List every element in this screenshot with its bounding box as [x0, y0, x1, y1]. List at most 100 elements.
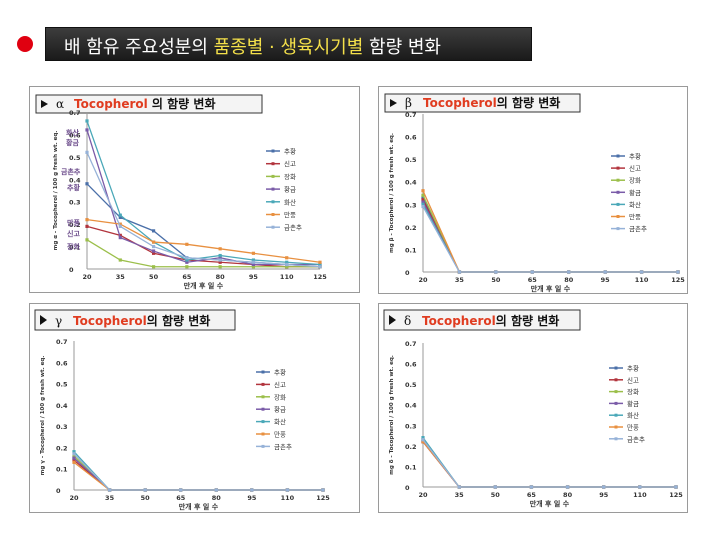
x-tick-label: 20	[82, 273, 92, 281]
y-tick-label: 0.7	[405, 111, 417, 119]
series-line-신고	[422, 441, 676, 488]
data-point	[565, 485, 570, 489]
x-tick-label: 50	[491, 276, 501, 284]
legend-marker	[261, 407, 265, 411]
data-point	[151, 249, 156, 253]
y-tick-label: 0.2	[405, 443, 417, 451]
data-point	[567, 270, 571, 274]
data-point	[602, 485, 606, 489]
data-point	[421, 440, 425, 444]
data-point	[85, 238, 89, 242]
data-point	[85, 224, 89, 228]
chart-title-rest: 의 함량 변화	[148, 96, 216, 111]
data-point	[143, 488, 147, 492]
y-tick-label: 0.1	[405, 246, 417, 254]
data-point	[638, 485, 642, 489]
data-point	[421, 195, 425, 200]
data-point	[185, 265, 189, 269]
legend-label: 신고	[274, 380, 286, 389]
chart-panel-delta: δ Tocopherol의 함량 변화 0 0.1 0.2 0.3 0.4 0.5 0.6 0.7…	[378, 303, 688, 513]
data-point	[151, 244, 156, 249]
data-point	[457, 485, 461, 489]
x-axis-label: 만개 후 일 수	[184, 281, 224, 290]
x-tick-label: 125	[671, 276, 685, 284]
y-tick-label: 0.5	[405, 381, 417, 389]
x-tick-label: 35	[455, 491, 465, 499]
x-tick-label: 35	[105, 494, 115, 502]
data-point	[493, 485, 497, 489]
data-point	[151, 265, 156, 269]
data-point	[218, 256, 222, 260]
data-point	[72, 460, 76, 464]
legend-marker	[616, 202, 620, 206]
data-point	[421, 438, 425, 442]
data-point	[214, 488, 218, 492]
y-axis-label: mg γ - Tocopherol / 100 g fresh wt. eq.	[40, 356, 46, 476]
y-tick-label: 0.4	[56, 402, 68, 410]
x-tick-label: 50	[141, 494, 151, 502]
data-point	[118, 236, 122, 240]
y-tick-label: 0.2	[69, 221, 81, 229]
y-tick-label: 0.4	[405, 402, 417, 410]
chart-title-greek: α	[56, 97, 64, 111]
legend-label: 장화	[274, 392, 286, 401]
data-point	[85, 119, 89, 123]
data-point	[285, 262, 289, 267]
legend-marker	[271, 225, 275, 229]
legend-label: 추황	[274, 368, 286, 377]
chart-title-greek: δ	[404, 314, 411, 328]
data-point	[118, 233, 122, 237]
chart-title-box	[383, 309, 581, 331]
chart-title-rest: 의 함량 변화	[497, 95, 561, 110]
data-point	[318, 262, 322, 267]
data-point	[85, 128, 89, 132]
y-tick-label: 0.6	[69, 131, 81, 139]
legend-marker	[616, 166, 620, 170]
y-tick-label: 0.5	[405, 156, 417, 164]
y-tick-label: 0.6	[405, 361, 417, 369]
x-axis-label: 만개 후 일 수	[531, 284, 571, 293]
series-line-만풍	[422, 441, 676, 488]
legend-label: 금촌추	[629, 224, 647, 233]
x-tick-label: 65	[176, 494, 186, 502]
play-icon	[40, 315, 47, 325]
y-axis-label: mg α - Tocopherol / 100 g fresh wt. eq.	[53, 131, 59, 251]
data-point	[85, 182, 89, 186]
legend-marker	[271, 149, 275, 153]
data-point	[251, 260, 256, 264]
legend-label: 추황	[629, 152, 641, 161]
legend-label: 추황	[627, 364, 639, 373]
series-line-황금	[73, 457, 323, 491]
data-point	[118, 258, 122, 262]
x-axis-label: 만개 후 일 수	[179, 502, 219, 511]
title-prefix: 배 함유 주요성분의	[64, 37, 214, 58]
legend-label: 황금	[627, 399, 639, 408]
x-tick-label: 50	[491, 491, 501, 499]
legend-label: 만풍	[274, 430, 286, 439]
chart-panel-gamma: γ Tocopherol의 함량 변화 0 0.1 0.2 0.3 0.4 0.5 0.6 0.7…	[29, 303, 360, 513]
x-tick-label: 50	[149, 273, 159, 281]
legend-marker	[614, 366, 618, 370]
chart-alpha: α Tocopherol 의 함량 변화 0 0.1 0.2 0.3 0.4 0.5 0.6 0.…	[35, 94, 327, 290]
chart-title-main: Tocopherol	[422, 314, 496, 328]
chart-title-rest: 의 함량 변화	[496, 313, 560, 328]
series-line-금촌추	[73, 453, 323, 491]
series-line-장화	[73, 455, 323, 491]
legend-marker	[261, 444, 265, 448]
legend-label: 금촌추	[284, 223, 302, 232]
legend-label: 만풍	[284, 210, 296, 219]
chart-title-box	[34, 309, 236, 331]
chart-panel-beta: β Tocopherol의 함량 변화 0 0.1 0.2 0.3 0.4 0.5 0.6 0.7…	[378, 86, 688, 294]
data-point	[151, 240, 156, 244]
data-point	[151, 251, 156, 255]
legend-marker	[261, 382, 265, 386]
x-tick-label: 20	[418, 276, 428, 284]
series-line-화산	[86, 120, 321, 266]
legend-marker	[614, 378, 618, 382]
data-point	[251, 262, 256, 267]
inline-series-label: 장화	[67, 242, 80, 251]
y-tick-label: 0.3	[56, 423, 68, 431]
data-point	[639, 270, 644, 274]
x-tick-label: 125	[313, 273, 327, 281]
inline-series-label: 금촌추	[61, 167, 81, 176]
